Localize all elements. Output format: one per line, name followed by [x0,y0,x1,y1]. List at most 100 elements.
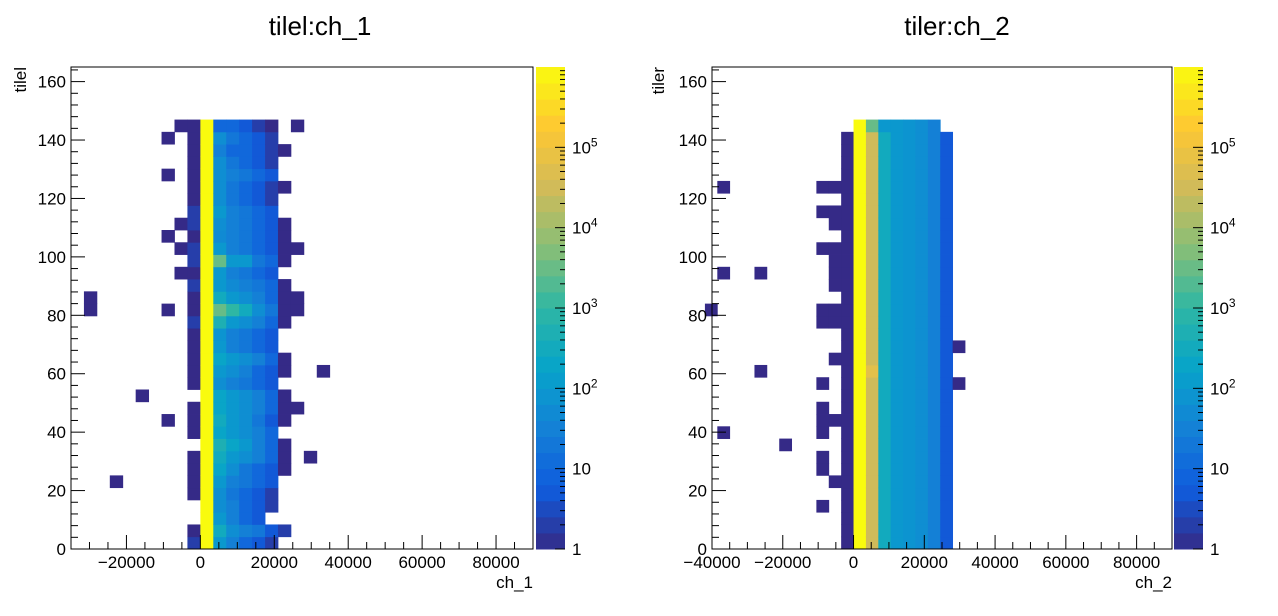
colorbar-band [536,452,565,470]
heatmap-cell [890,450,904,464]
heatmap-cell [927,156,941,170]
heatmap-cell [841,401,854,415]
heatmap-cell [940,475,954,489]
heatmap-cell [841,180,854,194]
heatmap-cell [252,401,266,415]
heatmap-cell [865,536,879,550]
heatmap-cell [277,463,292,476]
heatmap-cell [252,389,266,403]
y-tick-label: 40 [47,423,66,442]
colorbar-band [536,500,565,518]
heatmap-cell [252,438,266,452]
heatmap-cell [878,364,892,378]
heatmap-cell [213,205,227,219]
heatmap-cell [252,205,266,219]
heatmap-cell [915,217,929,231]
heatmap-cell [200,389,214,403]
heatmap-cell [915,291,929,305]
heatmap-cell [226,463,240,476]
heatmap-cell [927,205,941,219]
heatmap-cell [915,266,929,280]
heatmap-cell [940,168,954,182]
heatmap-cell [890,242,904,255]
heatmap-cell [865,303,879,317]
heatmap-cell [927,377,941,390]
heatmap-cell [927,119,941,133]
heatmap-cell [213,254,227,268]
heatmap-cell [841,340,854,354]
heatmap-cell [187,524,201,538]
heatmap-cell [290,242,305,255]
heatmap-cell [828,303,842,317]
heatmap-cell [316,364,331,378]
heatmap-cell [213,475,227,489]
heatmap-cell [927,352,941,366]
heatmap-cell [878,242,892,255]
heatmap-cell [853,279,867,292]
heatmap-cell [200,536,214,550]
heatmap-cell [915,450,929,464]
heatmap-cell [239,475,253,489]
colorbar: 1 10 102 103 104 105 [1174,67,1236,559]
heatmap-cell [265,536,279,550]
heatmap-cell [841,512,854,525]
heatmap-cell [303,450,318,464]
heatmap-cell [915,475,929,489]
heatmap-cell [187,340,201,354]
heatmap-cell [226,119,240,133]
heatmap-cell [239,426,253,439]
colorbar-band [1174,227,1203,245]
colorbar-band [1174,131,1203,148]
heatmap-cell [853,536,867,550]
heatmap-cell [277,389,292,403]
heatmap-cell [265,377,279,390]
heatmap-cell [187,230,201,243]
plot-frame [70,66,534,550]
heatmap-cell [265,389,279,403]
heatmap-cell [213,389,227,403]
heatmap-cell [200,254,214,268]
heatmap-cell [927,315,941,329]
heatmap-cell [187,156,201,170]
x-tick-label: 60000 [1042,553,1089,572]
heatmap-cell [239,131,253,145]
heatmap-cell [277,352,292,366]
heatmap-cell [878,426,892,439]
heatmap-cell [940,377,954,390]
heatmap-cell [841,279,854,292]
heatmap-cell [239,254,253,268]
heatmap-cell [252,499,266,513]
heatmap-cell [252,119,266,133]
heatmap-cell [878,254,892,268]
heatmap-cell [265,499,279,513]
heatmap-cell [865,512,879,525]
heatmap-cell [878,389,892,403]
colorbar-band [1174,179,1203,197]
heatmap-cell [890,414,904,427]
heatmap-cell [265,426,279,439]
heatmap-cell [940,303,954,317]
heatmap-cell [915,536,929,550]
heatmap-cell [865,524,879,538]
heatmap-cell [265,230,279,243]
heatmap-cell [239,279,253,292]
heatmap-cell [704,303,718,317]
heatmap-cell [940,463,954,476]
heatmap-cell [187,144,201,157]
heatmap-cell [226,230,240,243]
heatmap-cell [226,266,240,280]
x-tick-label: 60000 [398,553,445,572]
heatmap-cell [853,193,867,206]
heatmap-cell [927,230,941,243]
colorbar-band [536,388,565,405]
heatmap-cell [226,536,240,550]
colorbar-band [1174,195,1203,213]
colorbar-label: 105 [572,135,598,157]
heatmap-cell [940,352,954,366]
heatmap-cell [239,291,253,305]
heatmap-cell [265,414,279,427]
heatmap-cell [841,291,854,305]
heatmap-cell [853,475,867,489]
heatmap-cell [865,364,879,378]
x-tick-label: −20000 [98,553,155,572]
